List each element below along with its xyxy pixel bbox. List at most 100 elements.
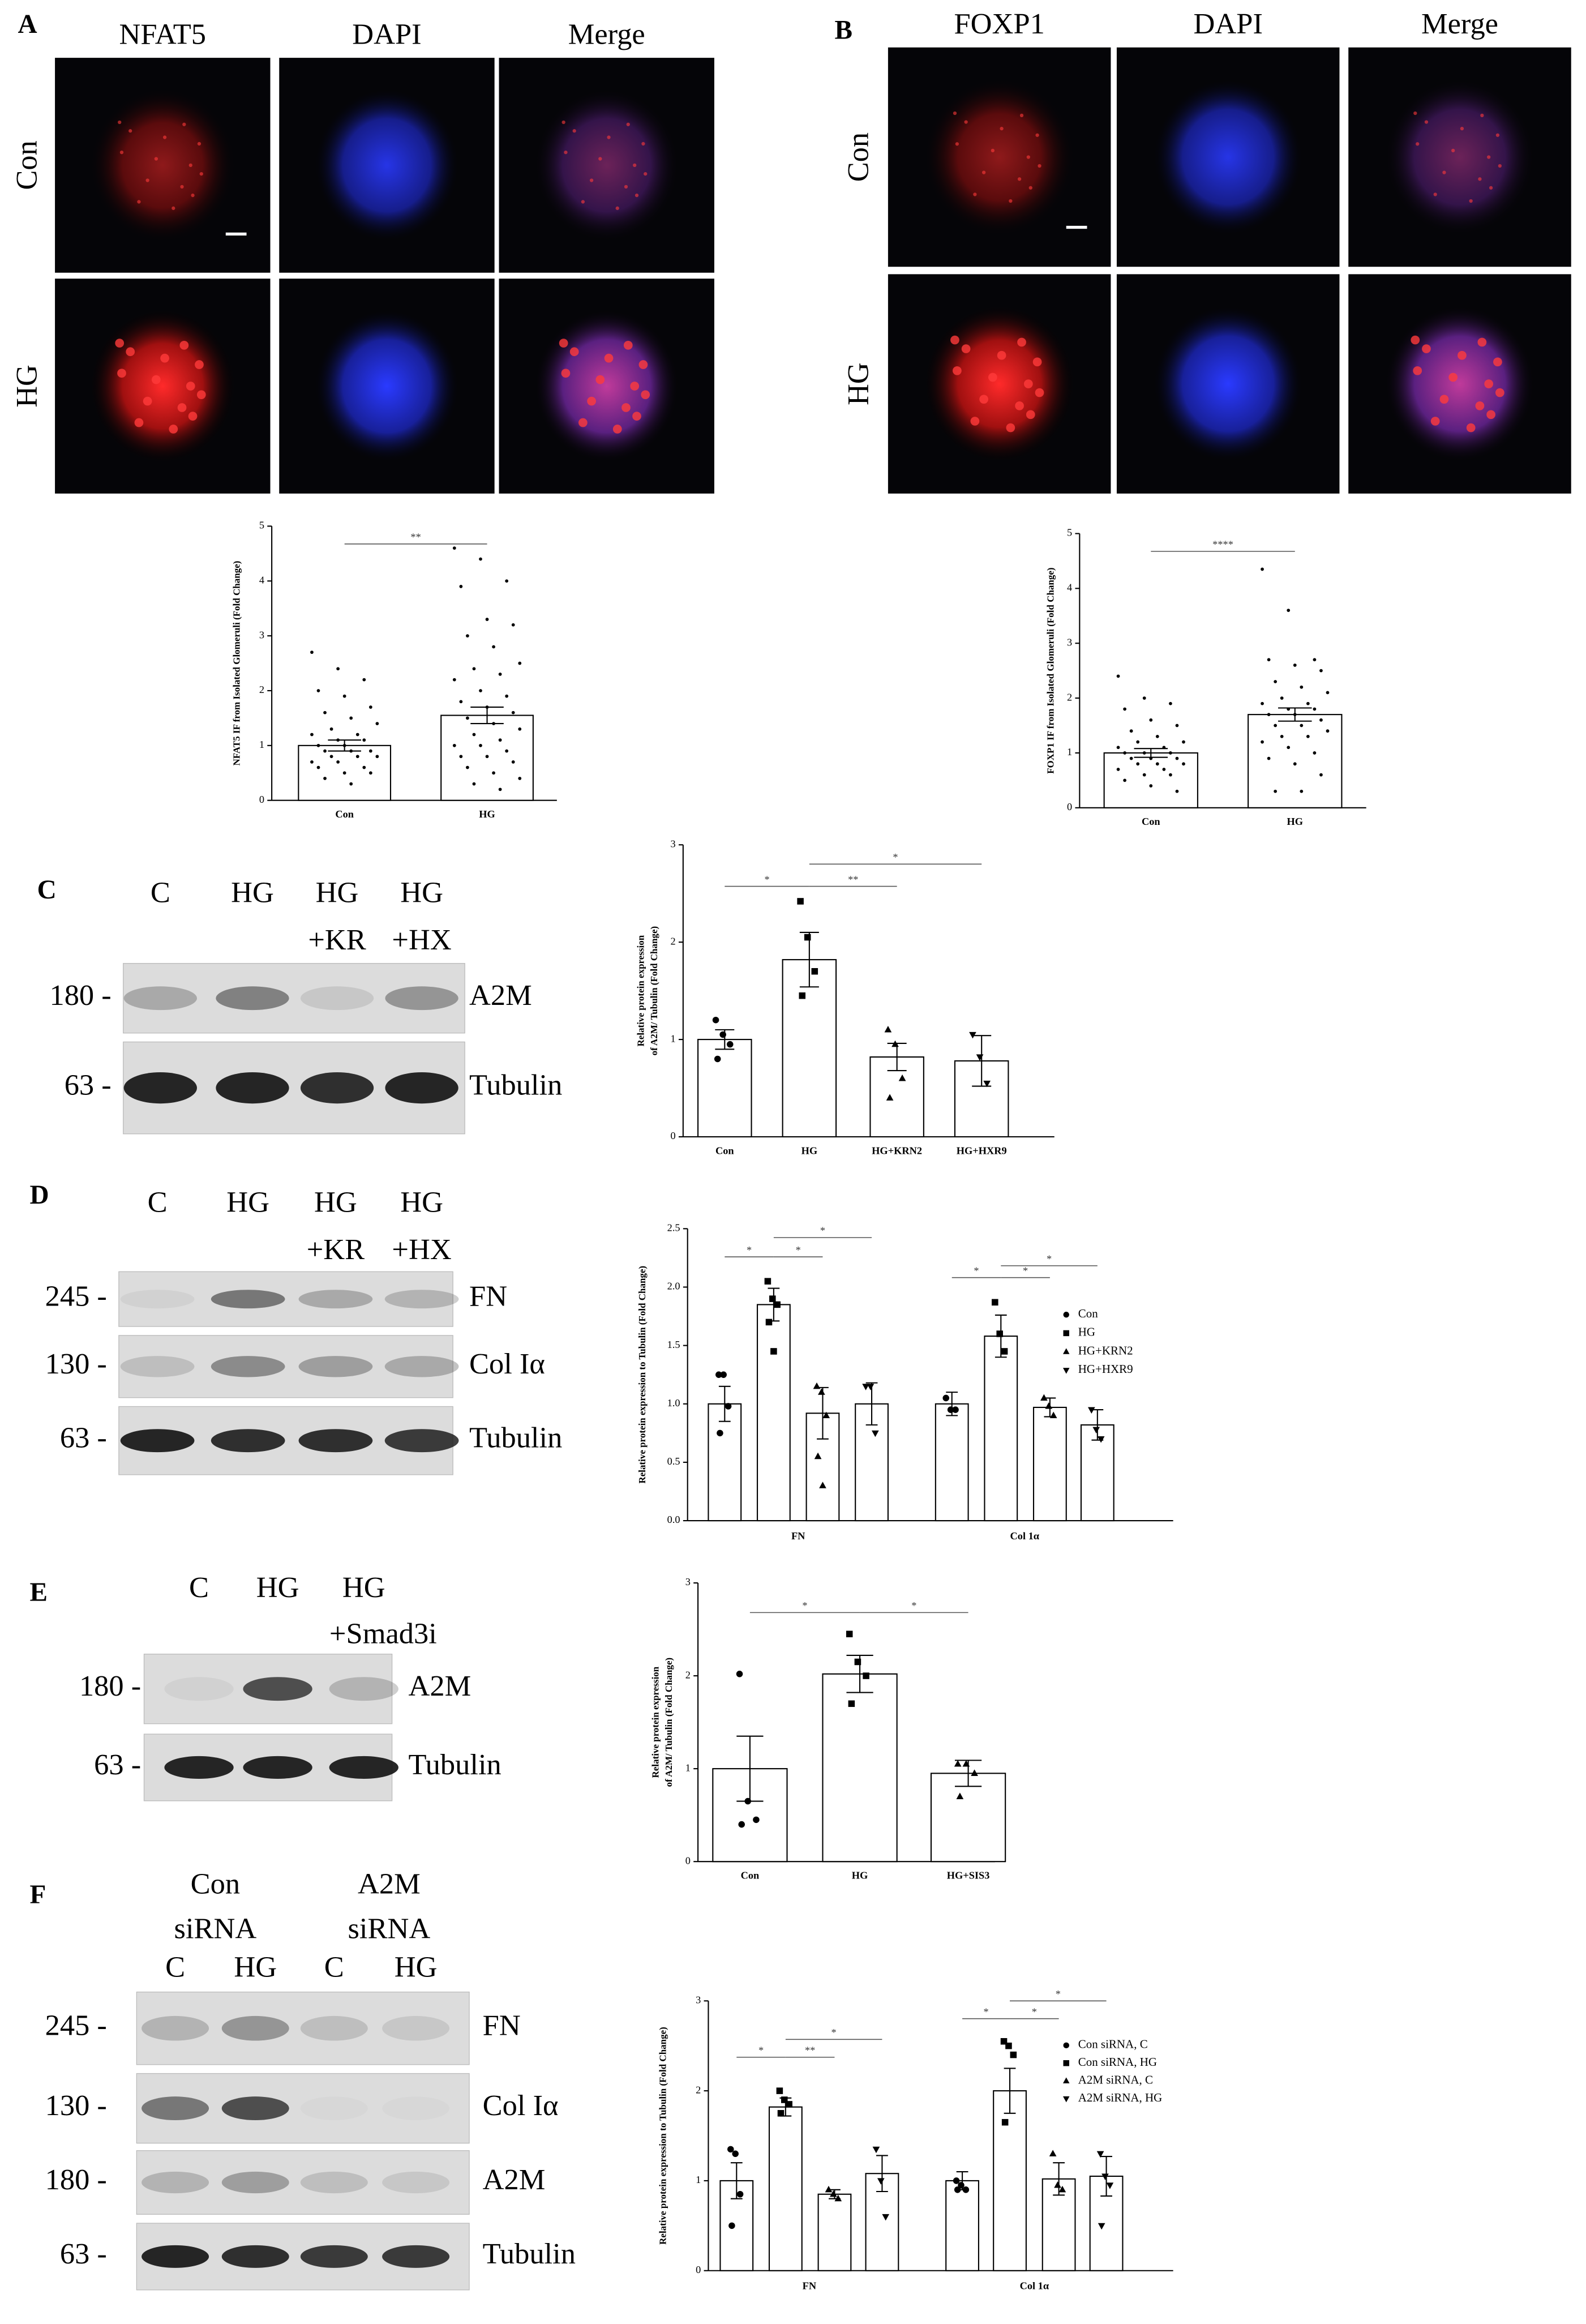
data-point — [1267, 658, 1271, 662]
data-point — [323, 711, 327, 714]
data-point — [848, 1700, 855, 1707]
band — [221, 2096, 289, 2121]
data-point — [712, 1016, 719, 1024]
puncta — [117, 369, 126, 378]
data-point — [336, 760, 340, 764]
puncta — [1032, 357, 1042, 367]
data-point — [1280, 696, 1284, 700]
data-point — [958, 2182, 965, 2189]
puncta — [1035, 133, 1039, 137]
lane-label: HG — [234, 1950, 277, 1983]
data-point — [375, 722, 379, 725]
puncta — [160, 353, 169, 363]
panel-label: F — [29, 1880, 46, 1910]
bar — [865, 2173, 899, 2271]
data-point — [1040, 1394, 1048, 1401]
band — [298, 1429, 373, 1453]
data-point — [1267, 756, 1271, 760]
legend-label: A2M siRNA, C — [1078, 2073, 1153, 2086]
protein-label: FN — [469, 1280, 507, 1313]
band — [384, 1290, 459, 1309]
puncta — [137, 200, 141, 204]
mw-label: 63 - — [94, 1748, 141, 1781]
image-row-label: HG — [842, 362, 875, 405]
puncta — [196, 390, 206, 400]
lane-label: +KR — [307, 1233, 365, 1266]
band — [120, 1290, 195, 1309]
data-point — [362, 738, 366, 742]
data-point — [472, 667, 476, 671]
glomerulus — [89, 88, 236, 243]
puncta — [955, 142, 959, 146]
image-column-label: Merge — [568, 18, 645, 51]
y-tick-label: 0 — [671, 1130, 676, 1141]
mw-label: 63 - — [60, 1422, 107, 1454]
data-point — [316, 743, 320, 747]
puncta — [598, 157, 602, 161]
data-point — [764, 1278, 771, 1285]
data-point — [472, 782, 476, 786]
data-point — [1058, 2185, 1066, 2193]
data-point — [1162, 746, 1166, 750]
data-point — [891, 1040, 899, 1047]
data-point — [1261, 740, 1264, 744]
blot-strip — [118, 1271, 453, 1327]
panel-label: D — [29, 1180, 49, 1210]
data-point — [1155, 762, 1159, 766]
data-point — [466, 765, 469, 769]
data-point — [362, 678, 366, 682]
y-tick-label: 4 — [1067, 582, 1072, 593]
data-point — [1175, 724, 1179, 727]
data-point — [316, 765, 320, 769]
error-bar — [972, 1035, 992, 1087]
data-point — [368, 705, 372, 709]
data-point — [1169, 773, 1172, 777]
image-column-label: DAPI — [1193, 7, 1262, 40]
band — [300, 2245, 368, 2268]
significance-label: * — [1032, 2006, 1037, 2017]
bar — [945, 2180, 979, 2271]
data-point — [310, 760, 314, 764]
data-point — [349, 749, 353, 753]
puncta — [1448, 373, 1458, 382]
x-tick-label: Con — [1142, 816, 1160, 827]
data-point — [834, 2194, 842, 2202]
puncta — [1498, 164, 1502, 168]
glomerulus — [1152, 305, 1304, 463]
band — [221, 2171, 289, 2194]
blot-strip — [136, 1991, 470, 2065]
puncta — [1486, 410, 1495, 420]
data-point — [323, 777, 327, 780]
error-bar — [865, 1382, 878, 1426]
lane-label: C — [165, 1950, 185, 1983]
band — [221, 2015, 289, 2041]
bar — [1248, 714, 1343, 808]
puncta — [581, 200, 585, 204]
data-point — [1313, 707, 1317, 711]
data-point — [310, 733, 314, 737]
panel-label: E — [29, 1578, 47, 1607]
panel-label: B — [834, 15, 852, 45]
y-tick-label: 3 — [685, 1576, 691, 1587]
data-point — [1001, 2118, 1009, 2126]
panel-label: C — [37, 875, 57, 905]
protein-label: Tubulin — [469, 1422, 562, 1454]
x-tick-label: FN — [803, 2280, 816, 2292]
band — [382, 2245, 450, 2268]
puncta — [1478, 177, 1482, 181]
bar — [817, 2193, 852, 2271]
y-tick-label: 1.0 — [667, 1397, 680, 1409]
y-tick-label: 2 — [671, 935, 676, 947]
y-tick-label: 0 — [685, 1855, 691, 1866]
legend-label: HG+KRN2 — [1078, 1343, 1133, 1357]
lane-label: +HX — [392, 923, 451, 956]
data-point — [342, 743, 346, 747]
protein-label: FN — [483, 2009, 521, 2042]
data-point — [777, 2110, 785, 2117]
data-point — [1123, 778, 1126, 782]
significance-label: ** — [848, 874, 858, 885]
data-point — [765, 1319, 773, 1326]
puncta — [152, 375, 161, 384]
puncta — [115, 339, 125, 348]
y-tick-label: 2 — [1067, 691, 1072, 703]
